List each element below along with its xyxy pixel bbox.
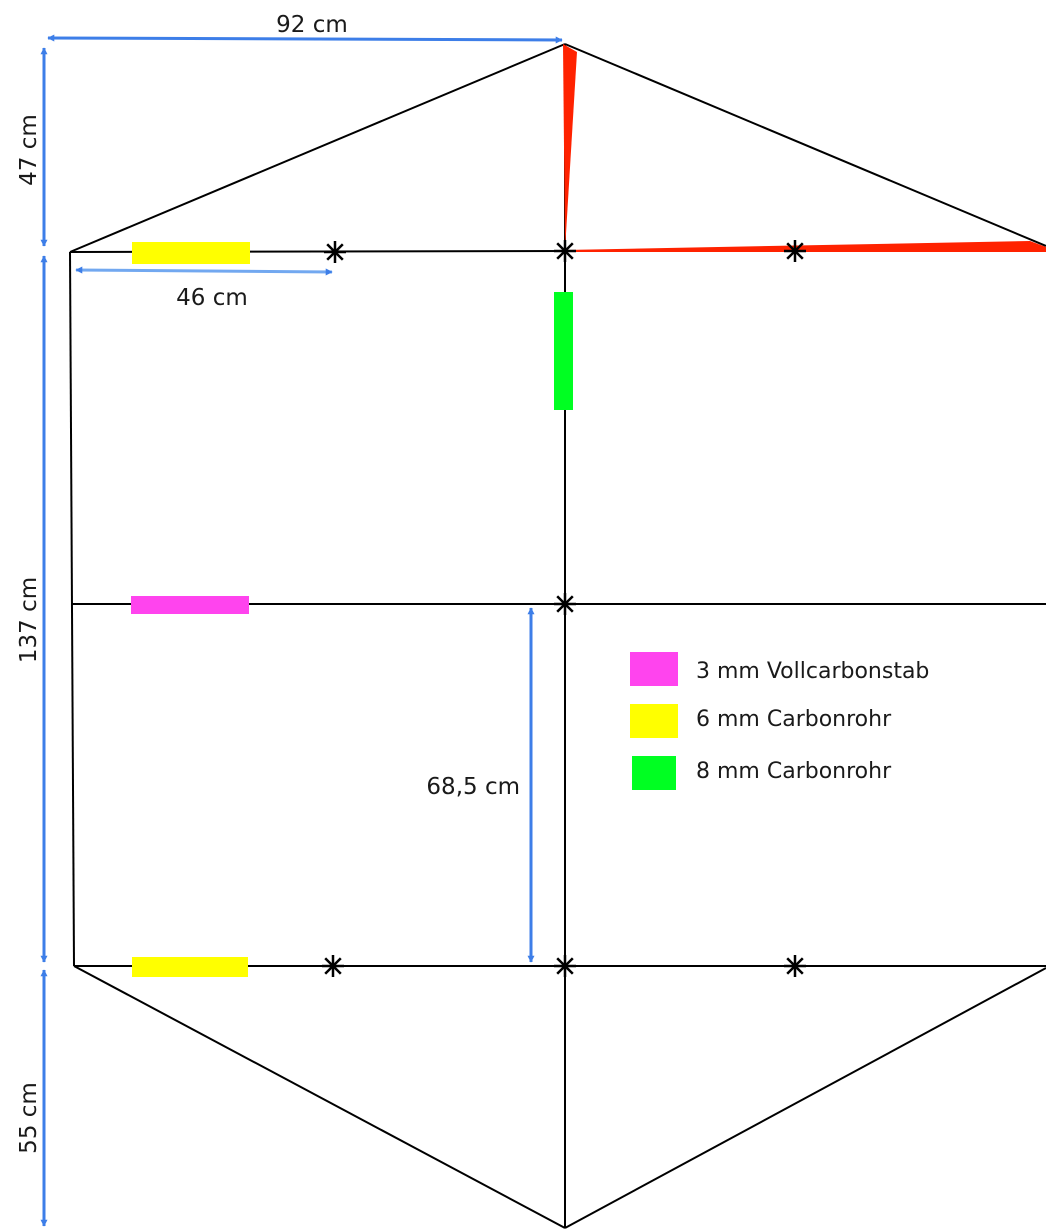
joint-markers [322, 240, 806, 977]
legend-label-magenta: 3 mm Vollcarbonstab [696, 659, 929, 684]
legend-label-green: 8 mm Carbonrohr [696, 759, 892, 784]
dim-arrow-top-width [47, 34, 563, 44]
upper-right-leading-edge [564, 43, 1046, 247]
legend-swatch-green [632, 756, 676, 790]
label-half-body: 68,5 cm [426, 774, 520, 800]
upper-left-leading-edge [69, 43, 566, 253]
star-joint-upper-right [784, 240, 806, 262]
kite-outline [69, 43, 1046, 1229]
label-bottom-height: 55 cm [16, 1082, 42, 1154]
label-top-width: 92 cm [276, 12, 348, 38]
legend-swatch-yellow [630, 704, 678, 738]
lower-left-trailing-edge [73, 965, 566, 1229]
yellow-tube-lower-left [132, 957, 248, 977]
green-tube-spine [554, 292, 573, 410]
dim-arrow-half-spar [75, 266, 333, 276]
label-top-height: 47 cm [16, 114, 42, 186]
star-joint-lower-center [554, 955, 576, 977]
left-side-edge [69, 251, 75, 967]
legend-label-yellow: 6 mm Carbonrohr [696, 707, 892, 732]
star-joint-upper-center [554, 240, 576, 262]
star-joint-lower-left [322, 955, 344, 977]
star-joint-middle-center [554, 593, 576, 615]
red-taper-upper-spreader [565, 241, 1046, 252]
star-joint-lower-right [784, 955, 806, 977]
lower-right-trailing-edge [564, 967, 1046, 1229]
label-body-height: 137 cm [16, 577, 42, 663]
legend: 3 mm Vollcarbonstab 6 mm Carbonrohr 8 mm… [630, 652, 929, 790]
red-taper-spine-top [563, 44, 577, 250]
yellow-tube-upper-left [132, 242, 250, 264]
dimension-arrows [40, 34, 563, 1227]
magenta-rod-middle-left [131, 596, 249, 614]
legend-swatch-magenta [630, 652, 678, 686]
star-joint-upper-left [324, 241, 346, 263]
label-half-spar: 46 cm [176, 285, 248, 311]
